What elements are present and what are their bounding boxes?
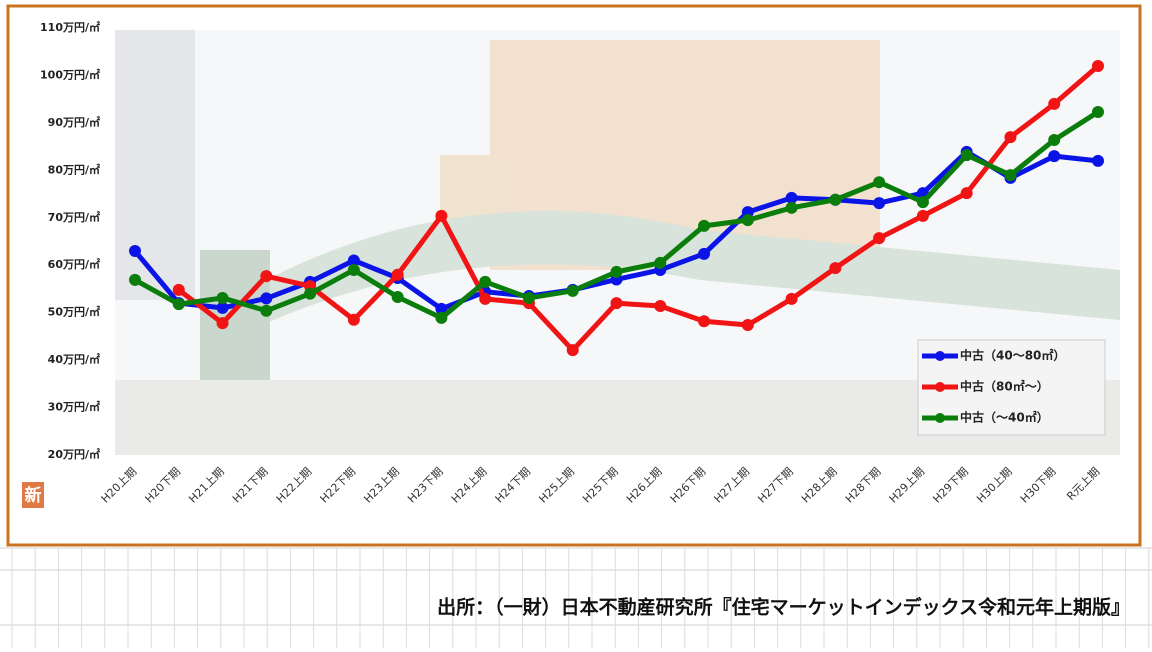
data-point: [610, 297, 623, 310]
y-tick-label: 30万円/㎡: [48, 400, 100, 414]
data-point: [785, 201, 798, 214]
data-point: [698, 247, 711, 260]
data-point: [566, 344, 579, 357]
data-point: [1048, 150, 1061, 163]
source-note: 出所：（一財）日本不動産研究所『住宅マーケットインデックス令和元年上期版』: [437, 596, 1130, 619]
data-point: [1092, 59, 1104, 72]
data-point: [260, 292, 273, 305]
data-point: [698, 219, 711, 232]
data-point: [741, 214, 754, 227]
data-point: [610, 265, 623, 278]
data-point: [829, 262, 842, 275]
data-point: [1004, 131, 1017, 144]
data-point: [347, 263, 360, 276]
badge: 新: [25, 485, 42, 506]
data-point: [829, 193, 842, 206]
y-tick-label: 110万円/㎡: [40, 20, 100, 34]
legend-marker: [935, 351, 945, 361]
legend-marker: [935, 382, 945, 392]
data-point: [391, 291, 404, 304]
data-point: [522, 291, 535, 304]
data-point: [216, 301, 229, 314]
data-point: [260, 304, 273, 317]
legend-marker: [935, 413, 945, 423]
data-point: [873, 176, 886, 189]
data-point: [129, 273, 141, 286]
data-point: [654, 256, 667, 269]
data-point: [960, 187, 973, 200]
data-point: [1048, 133, 1061, 146]
data-point: [435, 302, 448, 315]
legend-label: 中古（～40㎡）: [960, 410, 1049, 425]
y-tick-label: 80万円/㎡: [48, 162, 100, 176]
data-point: [741, 319, 754, 332]
data-point: [1092, 105, 1104, 118]
series-line: [177, 64, 1100, 353]
y-tick-label: 40万円/㎡: [48, 352, 100, 366]
data-point: [172, 283, 185, 296]
badge-box: [22, 482, 44, 508]
data-point: [698, 315, 711, 328]
data-point: [479, 275, 492, 288]
legend-label: 中古（80㎡～）: [960, 379, 1049, 394]
y-tick-label: 90万円/㎡: [48, 115, 100, 129]
data-point: [391, 268, 404, 281]
data-point: [260, 270, 273, 283]
data-point: [347, 313, 360, 326]
y-tick-label: 100万円/㎡: [40, 67, 100, 81]
sheet-grid: [0, 547, 1152, 626]
data-point: [1092, 154, 1104, 167]
data-point: [304, 287, 317, 300]
data-point: [479, 292, 492, 305]
data-point: [873, 232, 886, 245]
data-point: [960, 149, 973, 162]
data-point: [916, 196, 929, 209]
data-point: [216, 291, 229, 304]
data-point: [566, 284, 579, 297]
data-point: [347, 254, 360, 267]
data-point: [654, 300, 667, 313]
legend-label: 中古（40～80㎡）: [960, 348, 1065, 363]
sheet-columns: [11, 548, 1150, 648]
data-point: [1004, 169, 1017, 182]
data-point: [129, 244, 141, 257]
data-point: [172, 298, 185, 311]
data-point: [216, 317, 229, 330]
y-tick-label: 60万円/㎡: [48, 257, 100, 271]
data-point: [873, 197, 886, 210]
data-point: [916, 209, 929, 222]
data-point: [785, 292, 798, 305]
data-point: [435, 209, 448, 222]
data-point: [1048, 97, 1061, 110]
y-tick-label: 20万円/㎡: [48, 447, 100, 461]
y-tick-label: 70万円/㎡: [48, 210, 100, 224]
data-point: [785, 191, 798, 204]
data-point: [435, 311, 448, 324]
y-tick-label: 50万円/㎡: [48, 305, 100, 319]
